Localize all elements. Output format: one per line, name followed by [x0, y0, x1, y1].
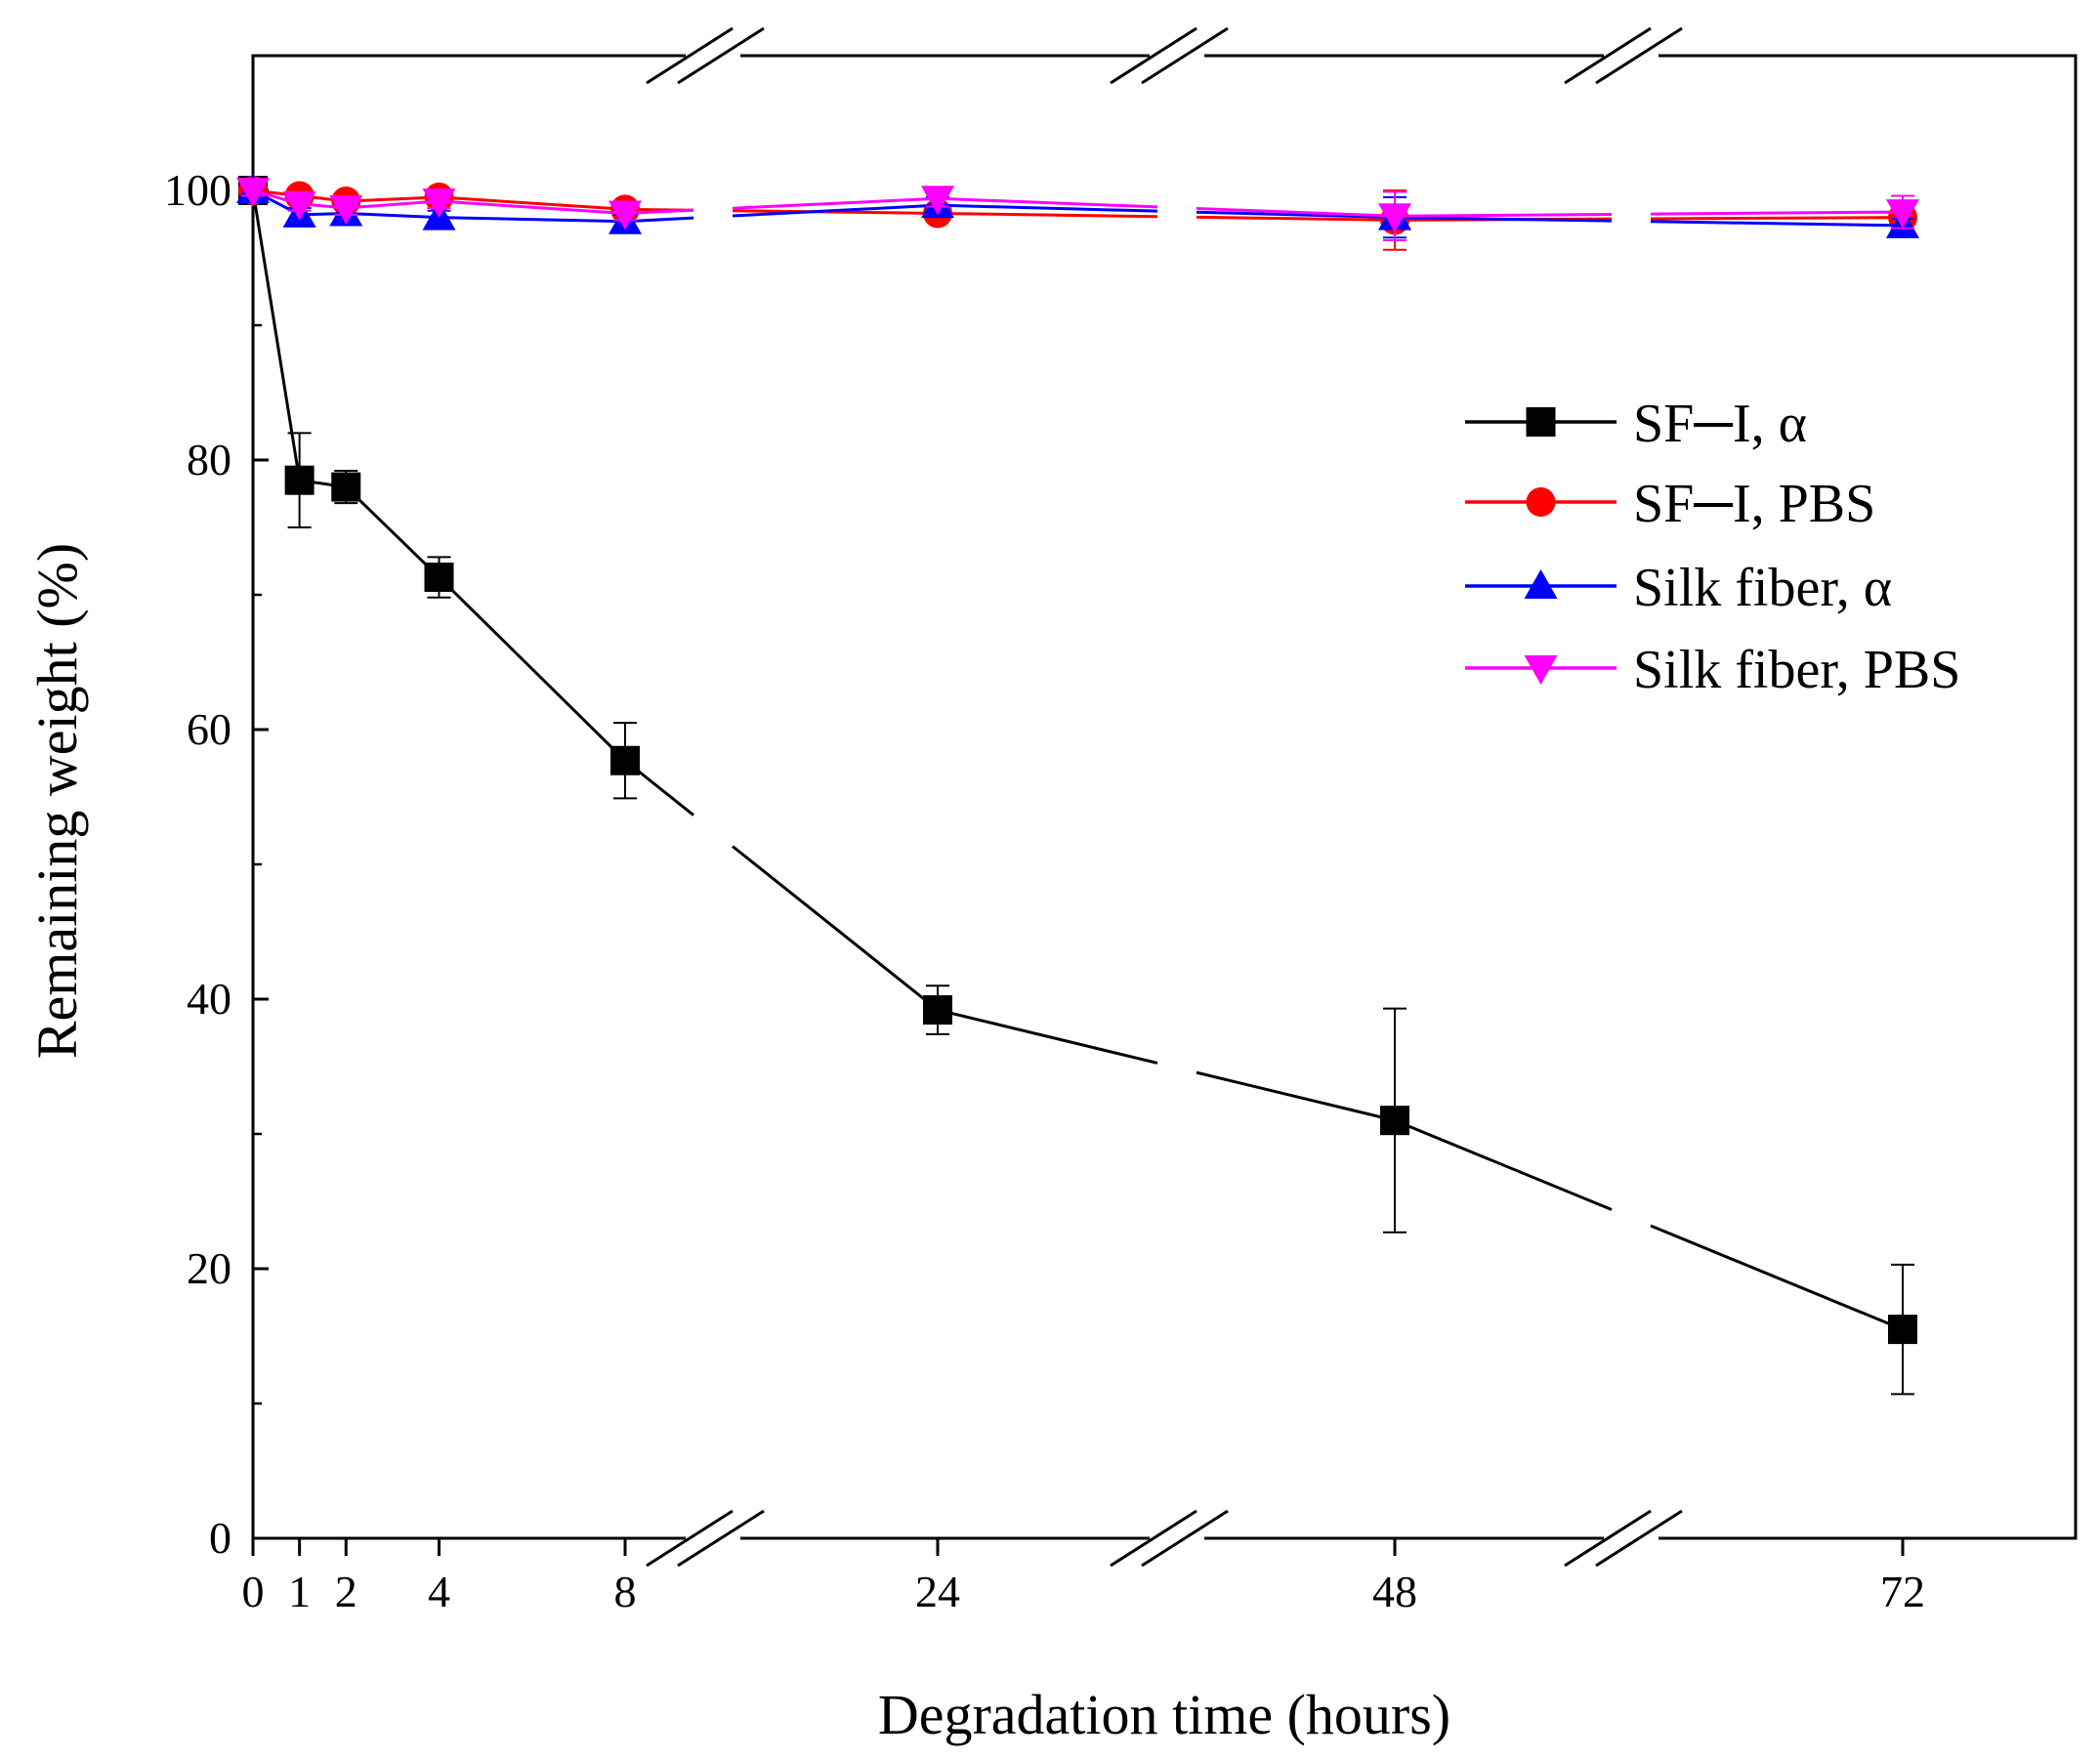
series-line-segment [937, 1008, 1158, 1065]
data-point [282, 190, 316, 221]
y-tick-label: 20 [187, 1243, 231, 1293]
axis-break-mark [1564, 1509, 1683, 1568]
series-line-segment [732, 196, 939, 210]
data-point [1378, 203, 1411, 233]
series-line-segment [439, 216, 626, 224]
series-line-segment [438, 575, 627, 762]
axis-breaks [646, 26, 1683, 1568]
x-tick-label: 2 [335, 1567, 357, 1616]
series-line-segment [1196, 206, 1396, 218]
series-line-segment [732, 845, 939, 1012]
legend-item: Silk fiber, α [1465, 558, 1892, 618]
plot-frame [251, 54, 2078, 1540]
y-axis-title: Remaining weight (%) [25, 543, 89, 1059]
data-point [1526, 407, 1556, 437]
data-point [1886, 199, 1919, 230]
data-point [1888, 1315, 1917, 1345]
y-tick-label: 0 [209, 1513, 231, 1563]
data-point [236, 178, 270, 207]
series-line-segment [1196, 1070, 1396, 1122]
data-point [424, 563, 454, 593]
axis-break-mark [646, 1509, 765, 1568]
axis-break-mark [1110, 1509, 1229, 1568]
data-point [1380, 1106, 1409, 1136]
series-line-segment [345, 485, 441, 579]
series-layer [236, 174, 1919, 1396]
y-tick-label: 60 [187, 704, 231, 754]
series-3 [236, 178, 1919, 242]
data-point [422, 188, 456, 219]
x-axis-title: Degradation time (hours) [878, 1683, 1450, 1746]
series-line-segment [439, 199, 626, 215]
data-point [1524, 569, 1558, 599]
data-point [610, 745, 640, 775]
series-line-segment [1394, 212, 1613, 218]
series-line-segment [624, 208, 694, 215]
series-line-segment [1650, 216, 1904, 221]
data-point [331, 472, 361, 502]
x-tick-label: 1 [288, 1567, 311, 1616]
legend: SF─I, α SF─I, PBS Silk fiber, α Silk fiber,… [1465, 394, 1960, 700]
series-line-segment [1650, 220, 1904, 228]
legend-label: SF─I, α [1633, 394, 1807, 454]
data-point [923, 995, 952, 1026]
data-point [1524, 655, 1558, 685]
series-2 [236, 174, 1919, 239]
series-line-segment [346, 211, 440, 220]
legend-item: SF─I, PBS [1465, 474, 1875, 534]
series-line-segment [937, 203, 1158, 213]
series-line-segment [1650, 210, 1904, 216]
legend-label: Silk fiber, PBS [1633, 640, 1960, 700]
series-line-segment [1650, 1224, 1904, 1331]
data-point [609, 200, 642, 230]
x-tick-label: 72 [1880, 1567, 1925, 1616]
series-line-segment [937, 196, 1158, 209]
y-tick-label: 100 [164, 165, 231, 215]
series-line-segment [1394, 216, 1613, 223]
series-line-segment [251, 189, 302, 481]
series-line-segment [1394, 1118, 1613, 1211]
x-tick-label: 8 [614, 1567, 637, 1616]
axis-break-mark [646, 26, 765, 85]
data-point [284, 465, 315, 495]
legend-label: SF─I, PBS [1633, 474, 1875, 534]
series-line-segment [732, 203, 939, 218]
series-line-segment [937, 211, 1158, 219]
y-tick-label: 40 [187, 974, 231, 1024]
axis-break-mark [1564, 26, 1683, 85]
x-tick-label: 4 [428, 1567, 450, 1616]
data-point [329, 194, 363, 225]
x-tick-label: 24 [915, 1567, 960, 1616]
series-line-segment [346, 199, 440, 210]
legend-item: Silk fiber, PBS [1465, 640, 1960, 700]
series-line-segment [346, 195, 440, 203]
series-line-segment [439, 195, 626, 211]
legend-label: Silk fiber, α [1633, 558, 1892, 618]
x-tick-label: 48 [1372, 1567, 1417, 1616]
legend-item: SF─I, α [1465, 394, 1807, 454]
series-line-segment [1196, 215, 1396, 222]
x-tick-label: 0 [242, 1567, 265, 1616]
data-point [1526, 487, 1556, 517]
series-0 [238, 176, 1917, 1396]
series-line-segment [1196, 210, 1396, 220]
data-point [921, 186, 954, 216]
y-tick-label: 80 [187, 435, 231, 484]
axis-break-mark [1110, 26, 1229, 85]
